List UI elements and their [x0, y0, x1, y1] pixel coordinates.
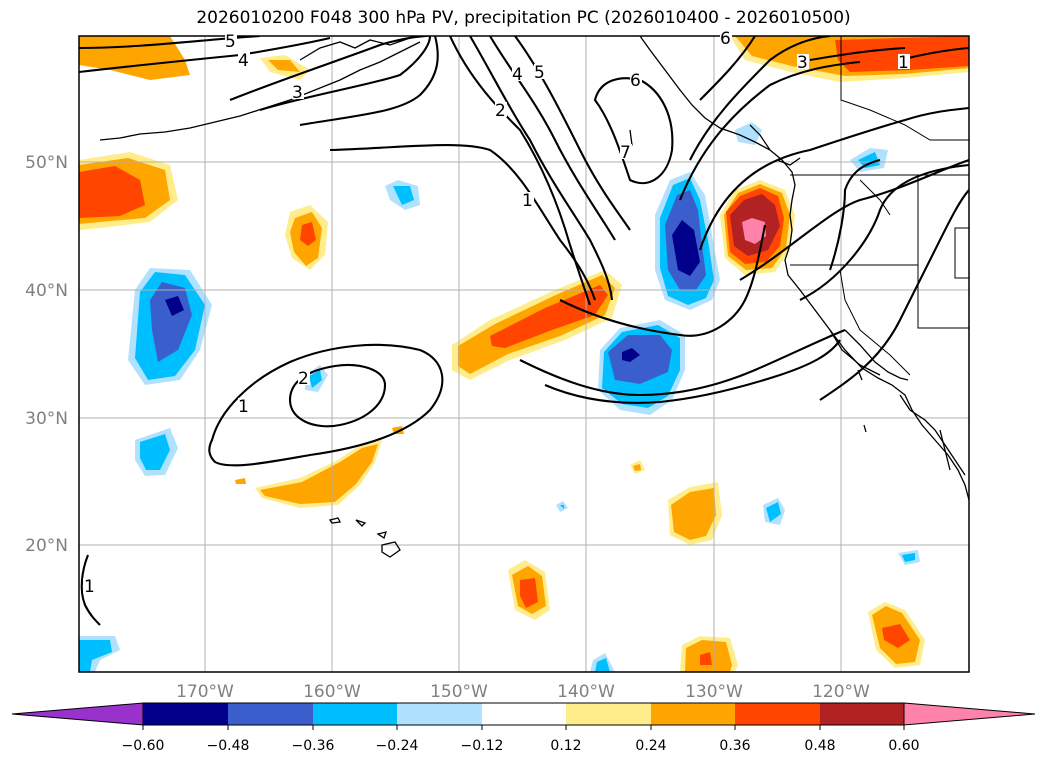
pv-label: 2 — [298, 369, 309, 389]
colorbar: −0.60 −0.48 −0.36 −0.24 −0.12 0.12 0.24 … — [11, 702, 1036, 754]
latitude-labels: 50°N 40°N 30°N 20°N — [25, 153, 68, 556]
colorbar-high-extend — [903, 702, 1036, 726]
colorbar-tick-label: −0.60 — [122, 738, 165, 754]
colorbar-tick-label: −0.12 — [461, 738, 504, 754]
colorbar-segment — [735, 703, 820, 725]
precip-positive-west — [79, 152, 178, 230]
lon-label: 150°W — [430, 682, 488, 702]
pv-label: 1 — [84, 577, 95, 597]
precip-positive-161w — [285, 205, 328, 270]
pv-label: 4 — [238, 51, 249, 71]
lat-label: 50°N — [25, 153, 68, 173]
lon-label: 130°W — [685, 682, 743, 702]
pv-label: 2 — [495, 101, 506, 121]
pv-label: 5 — [534, 63, 545, 83]
colorbar-low-extend — [11, 702, 144, 726]
precip-negative-135w — [598, 320, 685, 415]
colorbar-segment — [651, 703, 735, 725]
colorbar-segment — [228, 703, 313, 725]
precip-negative-172w — [128, 268, 212, 385]
pv-label: 6 — [720, 29, 731, 49]
map-frame — [78, 35, 970, 673]
pv-label: 1 — [898, 53, 909, 73]
colorbar-segment — [397, 703, 482, 725]
pv-label: 7 — [620, 143, 631, 163]
colorbar-tick-label: 0.48 — [804, 738, 835, 754]
colorbar-tick-label: −0.48 — [207, 738, 250, 754]
lon-label: 160°W — [303, 682, 361, 702]
colorbar-tick-label: −0.36 — [292, 738, 335, 754]
longitude-labels: 170°W 160°W 150°W 140°W 130°W 120°W — [176, 682, 870, 702]
precip-positive-diagonal-band — [452, 270, 622, 380]
colorbar-tick-label: 0.36 — [719, 738, 750, 754]
lat-lon-grid — [79, 36, 969, 672]
colorbar-segment — [820, 703, 904, 725]
country-borders — [790, 36, 969, 376]
precip-positive-hawaii — [235, 426, 404, 508]
pv-label: 4 — [512, 65, 523, 85]
precip-positive-top-right — [730, 36, 969, 82]
precip-negative-131w — [655, 172, 720, 310]
map-title: 2026010200 F048 300 hPa PV, precipitatio… — [196, 8, 851, 28]
precip-positive-top-left — [79, 36, 310, 80]
colorbar-tick-label: 0.24 — [635, 738, 666, 754]
pv-label: 5 — [225, 32, 236, 52]
colorbar-segment — [313, 703, 397, 725]
pv-label: 1 — [238, 397, 249, 417]
colorbar-segment — [143, 703, 228, 725]
pv-label: 6 — [630, 71, 641, 91]
pv-label: 3 — [292, 83, 303, 103]
lon-label: 140°W — [557, 682, 615, 702]
colorbar-tick-label: 0.60 — [888, 738, 919, 754]
pv-label: 1 — [522, 191, 533, 211]
colorbar-tick-label: 0.12 — [550, 738, 581, 754]
pv-label: 3 — [797, 53, 808, 73]
contour-labels: 5 4 3 4 5 2 1 6 7 6 3 1 2 1 1 — [83, 29, 910, 597]
coastlines — [99, 36, 969, 558]
precip-positive-127w — [720, 180, 795, 275]
precipitation-shading — [79, 36, 969, 672]
lon-label: 170°W — [176, 682, 234, 702]
colorbar-tick-label: −0.24 — [376, 738, 419, 754]
lat-label: 40°N — [25, 281, 68, 301]
lat-label: 20°N — [25, 536, 68, 556]
lat-label: 30°N — [25, 409, 68, 429]
colorbar-segment — [482, 703, 566, 725]
lon-label: 120°W — [812, 682, 870, 702]
colorbar-segment — [566, 703, 651, 725]
